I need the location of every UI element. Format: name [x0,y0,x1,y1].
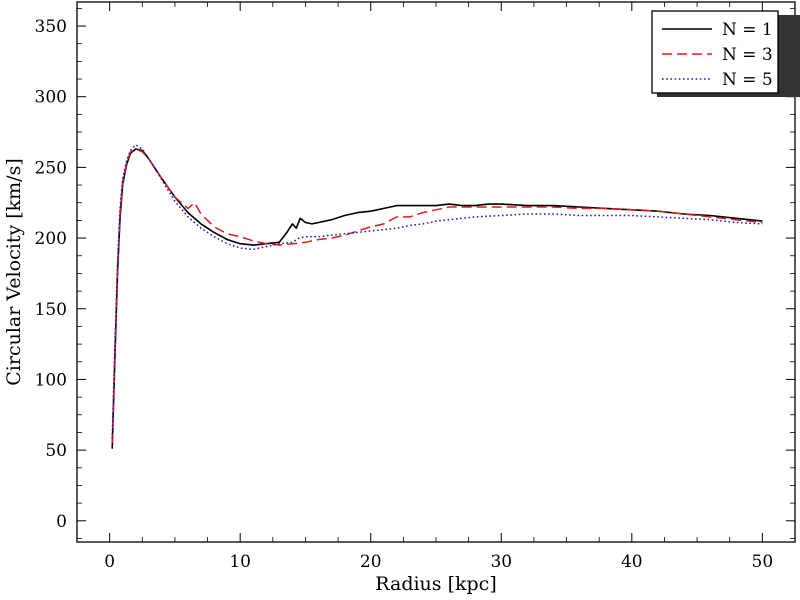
y-tick-label: 100 [35,370,67,390]
y-tick-label: 150 [35,300,67,320]
legend-label-n5: N = 5 [722,70,773,90]
y-tick-label: 200 [35,229,67,249]
y-axis-label: Circular Velocity [km/s] [3,158,25,385]
series-line-n3 [111,148,763,444]
y-tick-label: 300 [35,88,67,108]
x-tick-label: 20 [360,552,382,572]
x-tick-label: 50 [752,552,774,572]
y-tick-label: 50 [45,441,67,461]
legend-box [651,10,779,94]
y-tick-label: 0 [56,512,67,532]
x-tick-label: 0 [104,552,115,572]
tick-labels: 0 10 20 30 40 50 0 50 100 150 200 250 300 350 [35,17,774,572]
legend-label-n3: N = 3 [722,45,773,65]
legend-entries: N = 1 N = 3 N = 5 [662,20,773,90]
x-tick-label: 10 [229,552,251,572]
legend-label-n1: N = 1 [722,20,773,40]
x-axis-label: Radius [kpc] [375,573,496,595]
x-tick-label: 40 [621,552,643,572]
series-line-n1 [111,148,763,449]
y-tick-label: 250 [35,158,67,178]
y-tick-label: 350 [35,17,67,37]
series-line-n5 [111,144,763,439]
legend: N = 1 N = 3 N = 5 [651,10,800,97]
x-tick-label: 30 [490,552,512,572]
series-lines [111,144,763,449]
